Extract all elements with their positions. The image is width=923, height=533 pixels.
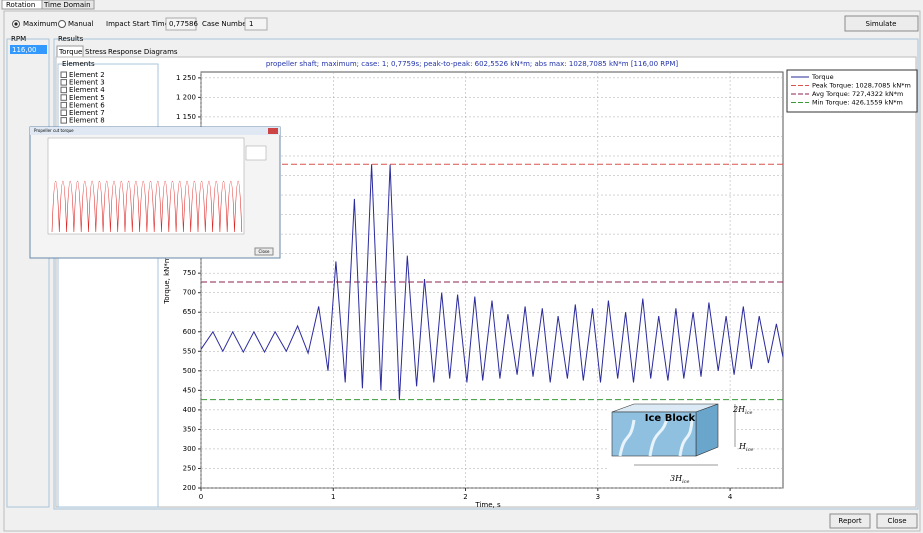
chart-title: propeller shaft; maximum; case: 1; 0,775… — [266, 60, 679, 68]
ice-block-inset: Ice Block 2Hice Hice 3Hice — [607, 401, 753, 487]
input[interactable] — [165, 17, 197, 31]
popup-window: Propeller cut torque Close — [29, 126, 281, 259]
tab-label[interactable]: Time Domain — [43, 1, 91, 9]
group-box — [6, 38, 50, 508]
tab-label[interactable]: Stress — [85, 48, 107, 56]
element-label: Element 3 — [69, 79, 105, 87]
popup-close-x[interactable] — [268, 128, 278, 134]
tab[interactable] — [41, 0, 95, 10]
y-tick-label: 750 — [183, 269, 196, 277]
data-line — [200, 164, 784, 400]
checkbox[interactable] — [60, 86, 67, 94]
y-axis-label: Torque, kN*m — [163, 256, 171, 305]
popup-titlebar — [30, 127, 280, 135]
button-label[interactable]: Report — [838, 517, 861, 525]
dim-sub: ice — [746, 447, 753, 453]
element-label: Element 7 — [69, 109, 105, 117]
button[interactable] — [829, 513, 871, 529]
y-tick-label: 250 — [183, 464, 196, 472]
x-tick-label: 2 — [463, 493, 467, 501]
list-item-label[interactable]: 116,00 — [12, 46, 37, 54]
popup-title: Propeller cut torque — [34, 128, 74, 133]
element-label: Element 5 — [69, 94, 105, 102]
element-label: Element 8 — [69, 117, 105, 125]
element-label: Element 6 — [69, 101, 105, 109]
button[interactable] — [876, 513, 918, 529]
checkbox[interactable] — [60, 109, 67, 116]
y-tick-label: 1 250 — [176, 74, 196, 82]
group-label: RPM — [11, 35, 26, 43]
radio-label[interactable]: Maximum — [23, 20, 58, 28]
y-tick-label: 500 — [183, 367, 196, 375]
element-label: Element 4 — [69, 86, 105, 94]
legend-label: Min Torque: 426,1559 kN*m — [812, 99, 903, 107]
x-tick-label: 0 — [199, 493, 203, 501]
tab-label[interactable]: Response Diagrams — [108, 48, 178, 56]
y-tick-label: 600 — [183, 328, 196, 336]
y-tick-label: 550 — [183, 347, 196, 355]
tab-label[interactable]: Rotation — [6, 1, 35, 9]
popup-legend — [245, 145, 267, 161]
radio-dot — [14, 22, 18, 26]
y-tick-label: 650 — [183, 308, 196, 316]
tab-label[interactable]: Torque — [58, 48, 82, 56]
select-value[interactable]: 1 — [249, 20, 253, 28]
impact-label: Impact Start Time, s — [106, 20, 177, 28]
dim-sub: ice — [682, 479, 689, 485]
button-label[interactable]: Close — [887, 517, 906, 525]
dim-main: 2H — [732, 405, 746, 414]
button-label[interactable]: Simulate — [866, 20, 897, 28]
y-tick-label: 700 — [183, 289, 196, 297]
y-tick-label: 1 200 — [176, 93, 196, 101]
button[interactable] — [254, 247, 274, 256]
dim-text: 2Hice — [732, 405, 752, 416]
y-tick-label: 200 — [183, 484, 196, 492]
select[interactable] — [244, 17, 268, 31]
button[interactable] — [844, 15, 919, 32]
checkbox[interactable] — [60, 117, 67, 124]
legend-label: Torque — [811, 73, 834, 81]
dim-sub: ice — [745, 410, 752, 416]
popup-plot — [47, 137, 245, 235]
dim-main: 3H — [670, 474, 683, 483]
legend-label: Avg Torque: 727,4322 kN*m — [812, 90, 903, 98]
group-box — [57, 63, 159, 508]
y-tick-label: 400 — [183, 406, 196, 414]
group-label: Elements — [62, 60, 95, 68]
checkbox[interactable] — [60, 79, 67, 86]
legend-label: Peak Torque: 1028,7085 kN*m — [812, 82, 911, 90]
radio-label[interactable]: Manual — [68, 20, 93, 28]
checkbox[interactable] — [60, 101, 67, 109]
dim-main: H — [738, 442, 747, 451]
checkbox[interactable] — [60, 71, 67, 78]
x-tick-label: 1 — [331, 493, 335, 501]
y-tick-label: 300 — [183, 445, 196, 453]
panel — [3, 10, 921, 532]
y-tick-label: 1 150 — [176, 113, 196, 121]
dim-text: Hice — [738, 442, 753, 453]
list-item[interactable] — [10, 45, 47, 54]
popup-curves — [51, 180, 243, 233]
ice-texture — [618, 414, 694, 457]
group-box — [53, 38, 919, 510]
x-tick-label: 4 — [728, 493, 733, 501]
inset-label: Ice Block — [645, 413, 696, 424]
y-tick-label: 450 — [183, 386, 196, 394]
dim-text: 3Hice — [670, 474, 689, 485]
block-side — [695, 403, 719, 457]
x-tick-label: 3 — [596, 493, 600, 501]
button-label[interactable]: Close — [259, 249, 270, 254]
radio[interactable] — [58, 20, 66, 28]
element-label: Element 2 — [69, 71, 105, 79]
checkbox[interactable] — [60, 94, 67, 101]
case-label: Case Number — [202, 20, 250, 28]
input-value[interactable]: 0,77586 — [169, 20, 198, 28]
group-label: Results — [58, 35, 84, 43]
y-tick-label: 350 — [183, 425, 196, 433]
x-axis-label: Time, s — [474, 501, 501, 509]
